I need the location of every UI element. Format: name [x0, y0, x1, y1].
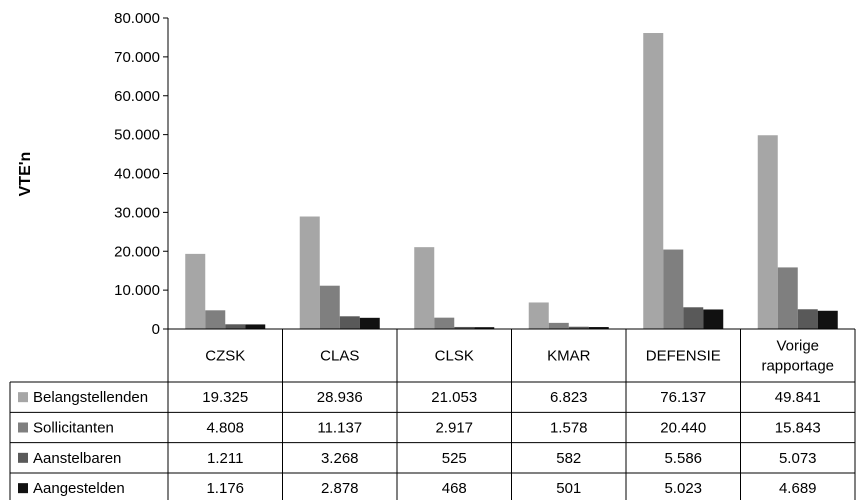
bar-sollicitanten-vorige-rapportage: [777, 267, 798, 329]
bar-belangstellenden-czsk: [185, 253, 206, 329]
data-table-cell: 11.137: [317, 419, 362, 436]
data-table-cell: 49.841: [775, 389, 821, 406]
data-table-cell: 15.843: [775, 419, 821, 436]
legend-label: Aangestelden: [33, 480, 125, 497]
y-tick-label: 80.000: [114, 10, 160, 27]
data-table-cell: 2.917: [435, 419, 473, 436]
bar-aangestelden-czsk: [245, 324, 266, 329]
data-table-cell: 20.440: [660, 419, 706, 436]
category-label: DEFENSIE: [646, 348, 721, 365]
bar-sollicitanten-defensie: [663, 249, 684, 329]
bar-aangestelden-clsk: [474, 327, 495, 329]
data-table-cell: 6.823: [550, 389, 588, 406]
bar-aanstelbaren-vorige-rapportage: [797, 309, 818, 329]
bar-aangestelden-vorige-rapportage: [817, 310, 838, 329]
bar-belangstellenden-clsk: [414, 247, 435, 329]
data-table-cell: 5.586: [664, 450, 702, 467]
data-table-cell: 3.268: [321, 450, 359, 467]
data-table-cell: 5.073: [779, 450, 817, 467]
bar-belangstellenden-kmar: [528, 302, 549, 329]
bar-belangstellenden-vorige-rapportage: [757, 135, 778, 329]
data-table-cell: 2.878: [321, 480, 359, 497]
legend-label: Belangstellenden: [33, 389, 148, 406]
category-label: CLAS: [320, 348, 359, 365]
bar-sollicitanten-czsk: [205, 310, 226, 329]
data-table-cell: 76.137: [660, 389, 706, 406]
data-table-cell: 468: [442, 480, 467, 497]
legend-swatch: [18, 392, 28, 403]
y-tick-label: 70.000: [114, 49, 160, 66]
bar-belangstellenden-defensie: [643, 33, 664, 329]
bar-aangestelden-kmar: [588, 327, 609, 329]
legend-swatch: [18, 483, 28, 494]
bar-aangestelden-defensie: [703, 309, 724, 329]
data-table-cell: 28.936: [317, 389, 363, 406]
data-table-cell: 1.211: [207, 450, 243, 467]
y-tick-label: 10.000: [114, 282, 160, 299]
category-label: KMAR: [547, 348, 591, 365]
data-table-cell: 1.176: [206, 480, 244, 497]
legend-label: Aanstelbaren: [33, 450, 121, 467]
y-axis-label: VTE'n: [17, 152, 34, 197]
bar-sollicitanten-clas: [319, 285, 340, 329]
bar-belangstellenden-clas: [299, 216, 320, 329]
bar-sollicitanten-kmar: [548, 322, 569, 329]
y-tick-label: 20.000: [114, 243, 160, 260]
legend-swatch: [18, 422, 28, 433]
data-table-cell: 582: [556, 450, 581, 467]
bar-aangestelden-clas: [359, 317, 380, 329]
y-tick-label: 60.000: [114, 88, 160, 105]
category-label: rapportage: [761, 358, 834, 375]
data-table-cell: 1.578: [550, 419, 588, 436]
y-tick-label: 50.000: [114, 127, 160, 144]
data-table-cell: 525: [442, 450, 467, 467]
data-table-cell: 19.325: [202, 389, 248, 406]
bar-aanstelbaren-defensie: [683, 307, 704, 329]
y-tick-label: 40.000: [114, 166, 160, 183]
legend-swatch: [18, 452, 28, 463]
y-tick-label: 0: [152, 321, 160, 338]
category-label: Vorige: [776, 338, 819, 355]
bar-aanstelbaren-clsk: [454, 326, 475, 329]
data-table-cell: 21.053: [431, 389, 477, 406]
data-table-cell: 5.023: [664, 480, 702, 497]
y-tick-label: 30.000: [114, 204, 160, 221]
bar-sollicitanten-clsk: [434, 317, 455, 329]
category-label: CLSK: [435, 348, 474, 365]
category-label: CZSK: [205, 348, 245, 365]
data-table-cell: 4.808: [206, 419, 244, 436]
data-table-cell: 4.689: [779, 480, 817, 497]
legend-label: Sollicitanten: [33, 419, 114, 436]
bar-aanstelbaren-czsk: [225, 324, 246, 329]
bar-aanstelbaren-kmar: [568, 326, 589, 329]
data-table-cell: 501: [556, 480, 581, 497]
bar-aanstelbaren-clas: [339, 316, 360, 329]
